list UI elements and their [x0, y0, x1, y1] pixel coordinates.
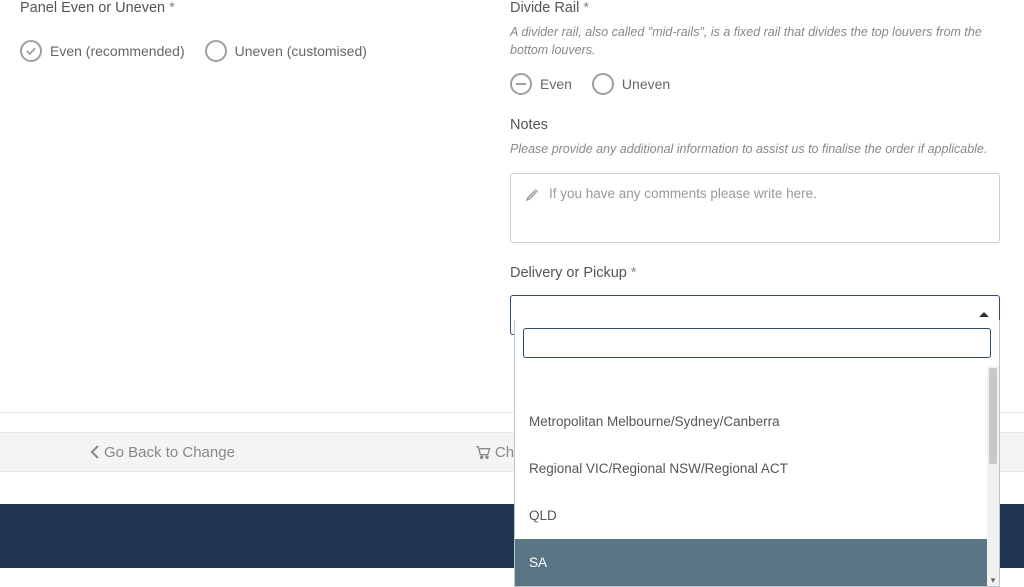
divide-rail-label: Divide Rail* — [510, 0, 1000, 16]
scrollbar-track[interactable]: ▾ — [987, 366, 999, 586]
radio-label: Uneven — [622, 76, 670, 92]
scroll-down-icon[interactable]: ▾ — [989, 576, 997, 584]
radio-uneven-customised[interactable]: Uneven (customised) — [205, 40, 367, 62]
scrollbar-thumb[interactable] — [989, 368, 997, 464]
go-back-button[interactable]: Go Back to Change — [90, 444, 235, 461]
panel-even-uneven-label: Panel Even or Uneven* — [20, 0, 490, 16]
divide-rail-radiogroup: Even Uneven — [510, 73, 1000, 95]
panel-even-uneven-radiogroup: Even (recommended) Uneven (customised) — [20, 40, 490, 62]
delivery-pickup-label: Delivery or Pickup* — [510, 265, 1000, 281]
dropdown-option-regional[interactable]: Regional VIC/Regional NSW/Regional ACT — [515, 445, 999, 492]
dropdown-option-metro[interactable]: Metropolitan Melbourne/Sydney/Canberra — [515, 398, 999, 445]
cart-icon — [475, 445, 491, 459]
divide-rail-helper: A divider rail, also called "mid-rails",… — [510, 24, 1000, 59]
radio-even-recommended[interactable]: Even (recommended) — [20, 40, 185, 62]
radio-divide-even[interactable]: Even — [510, 73, 572, 95]
radio-unselected-icon — [592, 73, 614, 95]
chevron-up-icon — [979, 312, 989, 317]
notes-textarea-wrap[interactable] — [510, 173, 1000, 243]
radio-label: Even (recommended) — [50, 43, 185, 59]
dropdown-search-input[interactable] — [523, 328, 991, 358]
radio-divide-uneven[interactable]: Uneven — [592, 73, 670, 95]
notes-textarea[interactable] — [549, 186, 985, 216]
dropdown-option-blank[interactable] — [515, 366, 999, 398]
chevron-left-icon — [90, 445, 100, 459]
notes-label: Notes — [510, 117, 1000, 133]
radio-selected-dash-icon — [510, 73, 532, 95]
notes-helper: Please provide any additional informatio… — [510, 141, 1000, 159]
dropdown-option-sa[interactable]: SA — [515, 539, 999, 586]
dropdown-option-qld[interactable]: QLD — [515, 492, 999, 539]
go-back-label: Go Back to Change — [104, 444, 235, 461]
radio-selected-icon — [20, 40, 42, 62]
radio-unselected-icon — [205, 40, 227, 62]
dropdown-list: ▾ Metropolitan Melbourne/Sydney/Canberra… — [515, 366, 999, 586]
delivery-dropdown-panel: ▾ Metropolitan Melbourne/Sydney/Canberra… — [514, 320, 1000, 587]
radio-label: Even — [540, 76, 572, 92]
pencil-icon — [525, 186, 541, 205]
radio-label: Uneven (customised) — [235, 43, 367, 59]
